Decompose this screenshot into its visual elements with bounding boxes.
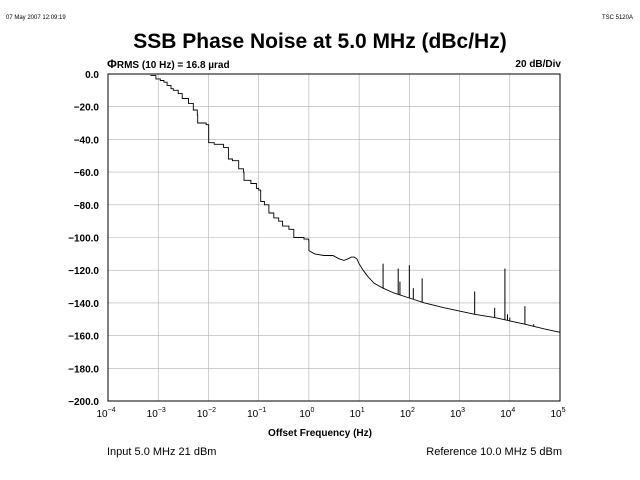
instrument-model: TSC 5120A <box>601 15 633 21</box>
x-tick-label: 10−1 <box>247 407 266 420</box>
spur-lines <box>382 263 535 327</box>
x-tick-label: 102 <box>400 407 415 420</box>
x-tick-label: 101 <box>350 407 365 420</box>
x-tick-label: 100 <box>299 407 314 420</box>
x-axis-ticks: 10−4 10−3 10−2 10−1 100 101 102 103 104 105 <box>96 407 565 420</box>
y-tick-label: −140.0 <box>68 299 99 310</box>
x-tick-label: 104 <box>500 407 515 420</box>
phase-noise-trace <box>150 75 561 333</box>
x-tick-label: 105 <box>550 407 565 420</box>
y-tick-label: −60.0 <box>74 168 100 179</box>
y-axis-ticks: 0.0 −20.0 −40.0 −60.0 −80.0 −100.0 −120.0 −140.… <box>68 70 99 408</box>
x-axis-label: Offset Frequency (Hz) <box>268 428 372 439</box>
y-tick-label: −160.0 <box>68 332 99 343</box>
timestamp: 07 May 2007 12:09:19 <box>6 15 66 21</box>
y-tick-label: −120.0 <box>68 266 99 277</box>
scale-annotation: 20 dB/Div <box>515 59 561 70</box>
y-tick-label: −100.0 <box>68 234 99 245</box>
grid <box>107 73 561 402</box>
rms-annotation-text: RMS (10 Hz) = 16.8 µrad <box>116 60 230 71</box>
x-tick-label: 10−3 <box>147 407 166 420</box>
plot-frame <box>107 73 561 402</box>
x-tick-label: 10−4 <box>96 407 115 420</box>
y-tick-label: −80.0 <box>74 201 100 212</box>
reference-info: Reference 10.0 MHz 5 dBm <box>426 446 562 458</box>
rms-annotation: ΦRMS (10 Hz) = 16.8 µrad <box>107 57 230 71</box>
y-tick-label: −180.0 <box>68 364 99 375</box>
y-tick-label: −200.0 <box>68 397 99 408</box>
y-tick-label: −40.0 <box>74 135 100 146</box>
chart-title: SSB Phase Noise at 5.0 MHz (dBc/Hz) <box>133 30 507 53</box>
y-tick-label: 0.0 <box>85 70 99 81</box>
phi-symbol: Φ <box>107 57 117 71</box>
y-tick-label: −20.0 <box>74 103 100 114</box>
x-tick-label: 10−2 <box>197 407 216 420</box>
x-tick-label: 103 <box>450 407 465 420</box>
input-info: Input 5.0 MHz 21 dBm <box>107 446 217 458</box>
